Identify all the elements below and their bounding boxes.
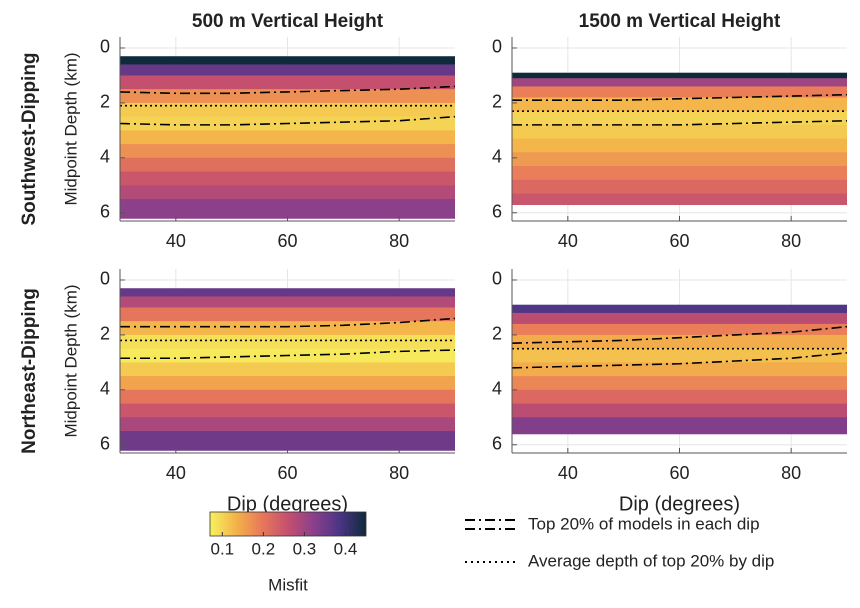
x-axis-label: Dip (degrees) — [227, 493, 348, 515]
heatmap-cell — [512, 304, 847, 314]
y-tick-label: 2 — [100, 324, 110, 344]
heatmap-cell — [512, 97, 847, 112]
heatmap-cell — [120, 362, 455, 377]
legend-label: Top 20% of models in each dip — [528, 514, 760, 533]
heatmap-cell — [120, 376, 455, 391]
colorbar — [209, 511, 367, 537]
y-tick-label: 4 — [100, 147, 110, 167]
heatmap-cell — [512, 138, 847, 153]
y-axis-label: Midpoint Depth (km) — [61, 284, 80, 437]
boundary-line — [119, 85, 456, 95]
boundary-line — [511, 351, 848, 369]
boundary-line — [119, 115, 456, 126]
heatmap-cell — [120, 321, 455, 336]
legend-label: Average depth of top 20% by dip — [528, 551, 774, 570]
heatmap-cell — [120, 417, 455, 432]
y-tick-label: 0 — [492, 37, 502, 57]
heatmap-cell — [512, 389, 847, 405]
heatmap-cell — [120, 403, 455, 418]
boundary-line — [120, 317, 456, 328]
row-label: Northeast-Dipping — [19, 288, 40, 454]
y-tick-label: 2 — [492, 92, 502, 112]
heatmap-cell — [512, 124, 847, 140]
heatmap-cell — [120, 171, 455, 186]
colorbar-tick-label: 0.2 — [252, 539, 276, 558]
heatmap-cell — [120, 334, 455, 350]
heatmap-cell — [120, 296, 455, 308]
heatmap-cell — [512, 72, 847, 79]
y-axis-label: Midpoint Depth (km) — [61, 52, 80, 205]
heatmap-cell — [120, 144, 455, 159]
colorbar-tick-label: 0.4 — [334, 539, 358, 558]
heatmap-cell — [120, 199, 455, 219]
heatmap-cell — [512, 193, 847, 206]
y-tick-label: 6 — [492, 434, 502, 454]
y-tick-label: 2 — [492, 324, 502, 344]
boundary-line — [120, 349, 456, 360]
heatmap-cell — [120, 307, 455, 322]
heatmap-cell — [512, 78, 847, 87]
heatmap-cell — [120, 75, 455, 90]
y-tick-label: 4 — [492, 147, 502, 167]
heatmap-cell — [120, 157, 455, 173]
heatmap-cell — [512, 323, 847, 336]
heatmap-cell — [512, 152, 847, 167]
y-tick-label: 0 — [100, 269, 110, 289]
heatmap-cell — [120, 102, 455, 118]
y-tick-label: 6 — [100, 202, 110, 222]
y-tick-label: 6 — [492, 202, 502, 222]
x-tick-label: 80 — [389, 463, 409, 483]
heatmap-cell — [512, 179, 847, 195]
x-tick-label: 80 — [781, 463, 801, 483]
x-tick-label: 60 — [669, 463, 689, 483]
colorbar-tick-label: 0.1 — [210, 539, 234, 558]
heatmap-cell — [512, 376, 847, 391]
heatmap-cell — [120, 431, 455, 451]
y-tick-label: 4 — [492, 379, 502, 399]
y-tick-label: 0 — [492, 269, 502, 289]
heatmap-cell — [512, 334, 847, 350]
y-tick-label: 2 — [100, 92, 110, 112]
heatmap-cell — [120, 64, 455, 76]
boundary-line — [511, 325, 848, 344]
heatmap-cell — [512, 111, 847, 126]
y-tick-label: 4 — [100, 379, 110, 399]
colorbar-label: Misfit — [268, 575, 308, 594]
boundary-line — [512, 93, 848, 101]
x-tick-label: 60 — [669, 231, 689, 251]
boundary-line — [512, 119, 848, 126]
x-axis-label: Dip (degrees) — [619, 493, 740, 515]
heatmap-cell — [120, 288, 455, 297]
panel: 0 2 4 6 40 60 80 Dip (degrees) Midpoint Depth (k… — [19, 269, 456, 515]
x-tick-label: 40 — [166, 463, 186, 483]
colorbar-tick-label: 0.3 — [293, 539, 317, 558]
heatmap-cell — [512, 312, 847, 325]
heatmap-cell — [120, 185, 455, 200]
heatmap-cell — [512, 166, 847, 181]
heatmap-cell — [120, 389, 455, 405]
heatmap-cell — [512, 86, 847, 98]
x-tick-label: 80 — [781, 231, 801, 251]
x-tick-label: 40 — [166, 231, 186, 251]
panel: 0 2 4 6 40 60 80 1500 m Vertical Height — [492, 11, 848, 251]
heatmap-cell — [120, 130, 455, 145]
panel-title: 500 m Vertical Height — [192, 11, 384, 32]
row-label: Southwest-Dipping — [19, 52, 40, 225]
x-tick-label: 60 — [277, 231, 297, 251]
heatmap-cell — [512, 417, 847, 435]
x-tick-label: 60 — [277, 463, 297, 483]
y-tick-label: 6 — [100, 434, 110, 454]
heatmap-cell — [120, 56, 455, 65]
panel: 0 2 4 6 40 60 80 500 m Vertical Height Midpoint … — [19, 11, 456, 251]
legend: Top 20% of models in each dip Average de… — [465, 514, 774, 570]
x-tick-label: 80 — [389, 231, 409, 251]
x-tick-label: 40 — [558, 463, 578, 483]
panel: 0 2 4 6 40 60 80 Dip (degrees) — [492, 269, 848, 515]
heatmap-cell — [512, 403, 847, 418]
panel-title: 1500 m Vertical Height — [579, 11, 781, 32]
x-tick-label: 40 — [558, 231, 578, 251]
y-tick-label: 0 — [100, 37, 110, 57]
heatmap-cell — [512, 348, 847, 363]
